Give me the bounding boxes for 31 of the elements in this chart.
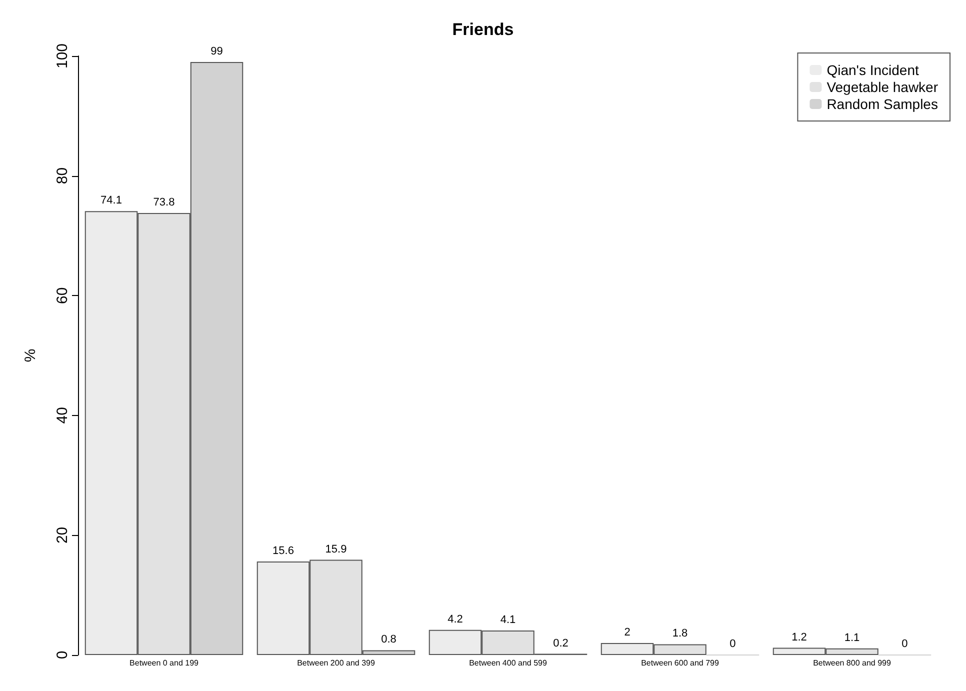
- y-tick-label: 100: [54, 43, 71, 69]
- chart-title: Friends: [452, 20, 514, 39]
- data-label: 0.8: [381, 634, 396, 646]
- data-label: 73.8: [153, 196, 175, 208]
- data-label: 0.2: [553, 637, 568, 650]
- data-label: 99: [210, 45, 223, 58]
- data-label: 74.1: [100, 194, 122, 207]
- legend-label: Qian's Incident: [826, 62, 919, 78]
- x-tick-label: Between 0 and 199: [130, 658, 200, 668]
- data-label: 1.2: [792, 631, 807, 644]
- data-label: 0: [730, 638, 736, 650]
- data-label: 15.9: [325, 543, 347, 556]
- y-tick-label: 20: [54, 526, 71, 544]
- x-tick-label: Between 400 and 599: [469, 658, 548, 668]
- x-tick-label: Between 600 and 799: [641, 658, 720, 668]
- data-label: 1.8: [672, 628, 688, 640]
- y-tick-label: 40: [54, 407, 71, 424]
- data-label: 4.2: [448, 613, 463, 626]
- x-tick-label: Between 800 and 999: [813, 658, 892, 668]
- y-tick-label: 0: [54, 650, 71, 660]
- data-label: 2: [624, 626, 630, 639]
- data-label: 15.6: [272, 545, 294, 558]
- legend-label: Random Samples: [826, 96, 938, 112]
- legend-label: Vegetable hawker: [826, 79, 938, 95]
- data-label: 4.1: [500, 614, 516, 626]
- y-tick-label: 60: [54, 287, 71, 304]
- x-tick-label: Between 200 and 399: [297, 658, 376, 668]
- data-label: 1.1: [844, 632, 860, 644]
- data-label: 0: [902, 638, 908, 650]
- y-axis-title: %: [22, 348, 39, 362]
- y-tick-label: 80: [54, 167, 71, 184]
